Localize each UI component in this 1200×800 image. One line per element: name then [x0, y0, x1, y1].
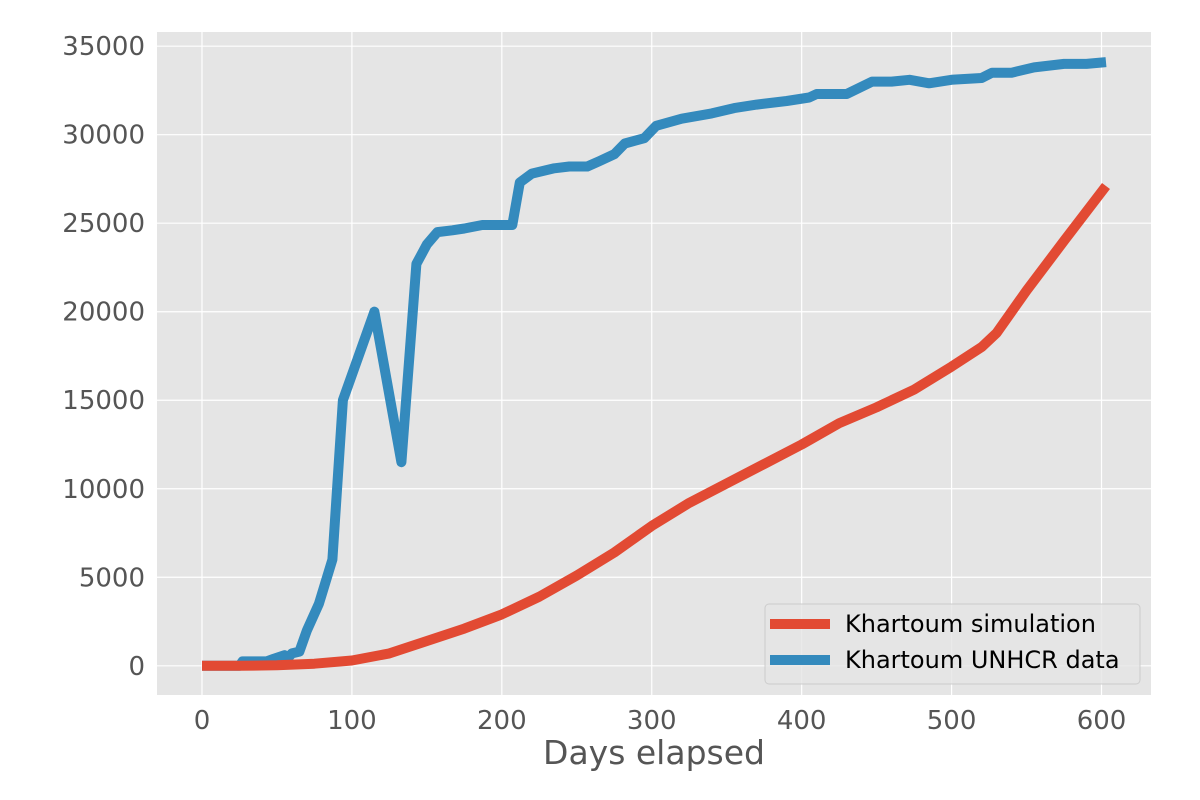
x-tick-label: 400: [777, 706, 827, 736]
y-tick-label: 15000: [62, 386, 145, 416]
y-tick-labels: 0 5000 10000 15000 20000 25000 30000 35000: [62, 32, 145, 682]
y-tick-label: 20000: [62, 298, 145, 328]
x-tick-label: 100: [327, 706, 377, 736]
y-tick-label: 25000: [62, 209, 145, 239]
legend: Khartoum simulation Khartoum UNHCR data: [764, 603, 1141, 685]
x-axis-label: Days elapsed: [543, 733, 765, 772]
y-tick-label: 5000: [79, 563, 145, 593]
legend-label-unhcr: Khartoum UNHCR data: [845, 646, 1120, 674]
x-tick-label: 300: [627, 706, 677, 736]
x-tick-label: 500: [927, 706, 977, 736]
unhcr-data-series-line: [202, 57, 1107, 671]
x-tick-labels: 0 100 200 300 400 500 600: [194, 706, 1127, 736]
y-tick-label: 0: [128, 652, 145, 682]
y-tick-label: 10000: [62, 475, 145, 505]
y-tick-label: 35000: [62, 32, 145, 62]
series-lines: [202, 57, 1110, 671]
x-tick-label: 600: [1077, 706, 1127, 736]
y-tick-label: 30000: [62, 121, 145, 151]
x-tick-label: 200: [477, 706, 527, 736]
simulation-series-line: [202, 182, 1110, 671]
legend-label-simulation: Khartoum simulation: [845, 610, 1096, 638]
x-tick-label: 0: [194, 706, 211, 736]
legend-box: [764, 603, 1141, 685]
